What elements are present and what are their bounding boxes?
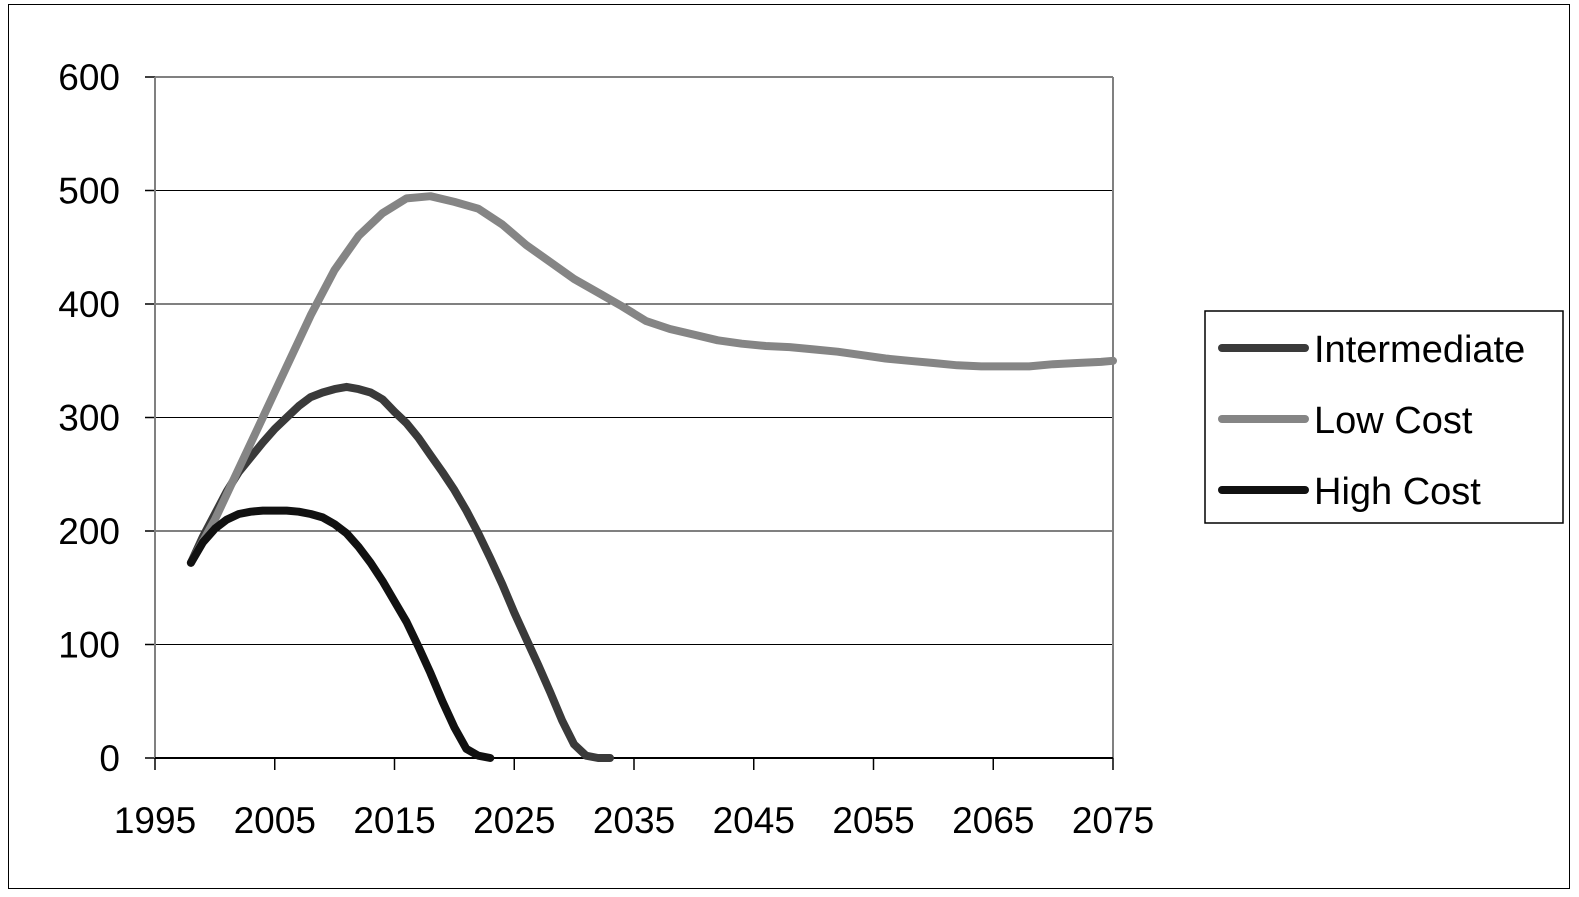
series-line-intermediate xyxy=(186,382,614,762)
y-tick-label: 100 xyxy=(58,625,120,666)
legend-label: High Cost xyxy=(1314,471,1481,513)
x-tick-label: 2065 xyxy=(952,800,1034,841)
x-tick-label: 2025 xyxy=(473,800,555,841)
x-tick-label: 2075 xyxy=(1072,800,1154,841)
y-tick-label: 200 xyxy=(58,511,120,552)
series-line-low-cost xyxy=(186,192,1117,567)
x-tick-label: 2015 xyxy=(353,800,435,841)
y-tick-label: 500 xyxy=(58,171,120,212)
y-tick-label: 0 xyxy=(99,738,120,779)
x-tick-label: 2035 xyxy=(593,800,675,841)
series-line-high-cost xyxy=(186,506,495,762)
y-tick-label: 600 xyxy=(58,57,120,98)
x-tick-label: 2045 xyxy=(713,800,795,841)
y-tick-label: 400 xyxy=(58,284,120,325)
legend: Intermediate Low Cost High Cost xyxy=(1204,310,1564,524)
gridlines xyxy=(155,76,1113,645)
series-lines xyxy=(186,192,1117,762)
legend-label: Low Cost xyxy=(1314,400,1473,442)
x-tick-label: 1995 xyxy=(114,800,196,841)
legend-label: Intermediate xyxy=(1314,329,1525,371)
axes: 0 100 200 300 400 500 600 1995 2005 2015 2025 2035 2… xyxy=(58,57,1154,841)
x-tick-label: 2005 xyxy=(234,800,316,841)
y-tick-label: 300 xyxy=(58,398,120,439)
x-tick-label: 2055 xyxy=(832,800,914,841)
